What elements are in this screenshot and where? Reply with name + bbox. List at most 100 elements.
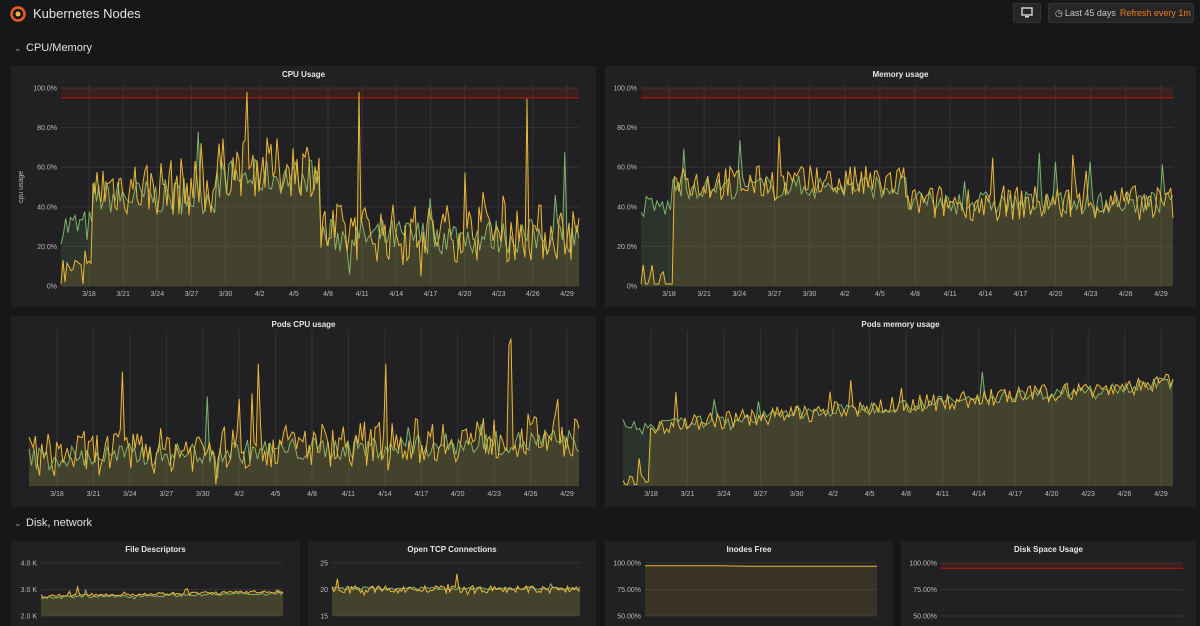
x-tick-label: 4/29 [560,491,574,498]
x-tick-label: 4/17 [1014,291,1028,298]
panel-open-tcp-connections[interactable]: Open TCP Connections 15 20 25 [308,541,596,626]
x-tick-label: 4/26 [526,291,540,298]
x-tick-label: 3/21 [87,491,101,498]
series-green-fill [41,590,283,616]
x-tick-label: 4/23 [1084,291,1098,298]
panel-inodes-free[interactable]: Inodes Free 50.00% 75.00% 100.00% [605,541,893,626]
x-tick-label: 4/5 [875,291,885,298]
y-tick-label: 75.00% [913,587,937,594]
panel-memory-usage[interactable]: Memory usage 0% 20.0% 40.0% 60.0% 80.0% 100.0… [605,66,1196,307]
inodes-free-graph: 50.00% 75.00% 100.00% [613,561,877,621]
series-green-fill [623,371,1173,486]
x-tick-label: 4/20 [451,491,465,498]
x-tick-label: 4/23 [1081,491,1095,498]
y-tick-label: 20.0% [617,244,637,251]
time-range-label: Last 45 days [1064,8,1116,18]
panel-title: File Descriptors [125,545,186,554]
pods-memory-usage-graph: 3/18 3/21 3/24 3/27 3/30 4/2 4/5 4/8 4/11 4/14 4/1… [622,330,1174,498]
x-tick-label: 3/27 [768,291,782,298]
x-tick-label: 4/29 [1154,491,1168,498]
panel-title: Disk Space Usage [1014,545,1083,554]
series-yellow-line [622,373,1174,485]
x-tick-label: 4/14 [378,491,392,498]
panel-title: Inodes Free [726,545,772,554]
panel-title: Pods CPU usage [271,320,336,329]
x-tick-label: 3/18 [50,491,64,498]
x-tick-label: 3/30 [196,491,210,498]
threshold-region [641,88,1173,98]
y-tick-label: 50.00% [913,614,937,621]
x-tick-label: 3/18 [82,291,96,298]
threshold-region [941,563,1183,569]
y-tick-label: 40.0% [37,204,57,211]
x-tick-label: 3/30 [790,491,804,498]
time-range-picker[interactable]: ◷ Last 45 days Refresh every 1m [1048,3,1194,23]
disk-space-graph: 50.00% 75.00% 100.00% [909,561,1183,621]
y-tick-label: 100.00% [909,561,937,568]
x-tick-label: 4/20 [1049,291,1063,298]
y-tick-label: 60.0% [617,165,637,172]
x-tick-label: 3/24 [732,291,746,298]
panel-file-descriptors[interactable]: File Descriptors 2.0 K 3.0 K 4.0 K [11,541,300,626]
y-tick-label: 2.0 K [21,614,38,621]
row-header-cpu-memory[interactable]: ⌄ CPU/Memory [14,42,92,54]
series-yellow-fill [41,587,283,616]
x-tick-label: 4/14 [978,291,992,298]
refresh-interval-label: Refresh every 1m [1119,8,1191,18]
y-tick-label: 60.0% [37,165,57,172]
y-tick-label: 20 [320,587,328,594]
x-tick-label: 4/5 [289,291,299,298]
series-green-fill [61,131,579,286]
x-tick-label: 4/8 [901,491,911,498]
monitor-icon [1021,7,1033,18]
panel-title: Open TCP Connections [407,545,497,554]
x-tick-label: 3/30 [219,291,233,298]
series-green-line [640,140,1174,218]
panel-title: Memory usage [872,70,929,79]
y-tick-label: 0% [627,284,637,291]
x-tick-label: 4/26 [1118,491,1132,498]
row-title: Disk, network [26,517,93,529]
x-tick-label: 3/21 [116,291,130,298]
x-tick-label: 4/20 [458,291,472,298]
memory-usage-graph: 0% 20.0% 40.0% 60.0% 80.0% 100.0% 3/18 3/21 3/24… [613,84,1174,298]
series-yellow-line [645,565,877,567]
y-tick-label: 4.0 K [21,561,38,568]
x-tick-label: 4/26 [524,491,538,498]
series-green-fill [641,140,1173,286]
x-tick-label: 4/5 [271,491,281,498]
x-tick-label: 3/21 [681,491,695,498]
series-yellow-line [28,338,580,485]
panel-cpu-usage[interactable]: CPU Usage 0% 20.0% 40.0% 60.0% 80.0% 100.0% 3/… [11,66,596,307]
y-tick-label: 15 [320,614,328,621]
x-tick-label: 3/24 [150,291,164,298]
panel-title: Pods memory usage [861,320,940,329]
x-tick-label: 4/23 [487,491,501,498]
x-tick-label: 4/2 [840,291,850,298]
series-yellow-fill [332,573,580,616]
row-header-disk-network[interactable]: ⌄ Disk, network [14,517,92,529]
panel-pods-memory-usage[interactable]: Pods memory usage 3/18 3/21 3/24 3/27 3/30 4/… [605,316,1196,507]
series-yellow-fill [61,92,579,286]
x-tick-label: 4/2 [255,291,265,298]
panel-title: CPU Usage [281,70,326,79]
panel-disk-space-usage[interactable]: Disk Space Usage 50.00% 75.00% 100.00% [901,541,1196,626]
series-yellow-line [60,91,580,285]
y-tick-label: 3.0 K [21,587,38,594]
x-tick-label: 3/27 [159,491,173,498]
series-yellow-line [331,573,581,597]
series-green-fill [29,396,579,486]
y-tick-label: 100.00% [613,561,641,568]
panel-pods-cpu-usage[interactable]: Pods CPU usage 3/18 3/21 3/24 3/27 3/30 4/2 4/… [11,316,596,507]
series-yellow-fill [29,338,579,486]
dashboard-title[interactable]: Kubernetes Nodes [33,6,141,21]
grafana-logo-icon[interactable] [9,5,27,23]
threshold-region [61,88,579,98]
series-yellow-fill [645,565,877,616]
x-tick-label: 4/8 [307,491,317,498]
x-tick-label: 3/27 [185,291,199,298]
x-tick-label: 4/29 [1154,291,1168,298]
x-tick-label: 4/2 [828,491,838,498]
series-yellow-fill [623,374,1173,486]
tv-mode-button[interactable] [1013,3,1041,23]
